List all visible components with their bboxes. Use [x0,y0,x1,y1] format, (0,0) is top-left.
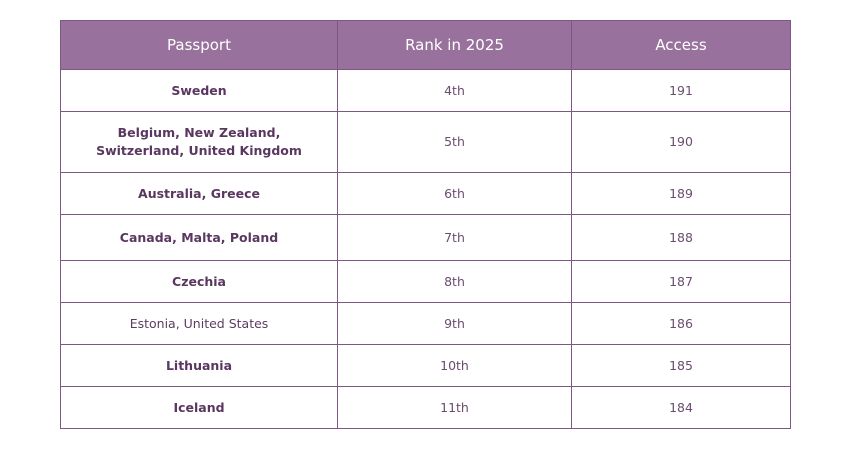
cell-access: 187 [571,260,791,303]
cell-passport: Australia, Greece [60,172,338,215]
cell-rank: 7th [337,214,572,261]
table-row: Sweden 4th 191 [60,69,791,112]
cell-passport: Lithuania [60,344,338,387]
table-row: Canada, Malta, Poland 7th 188 [60,214,791,261]
table-row: Lithuania 10th 185 [60,344,791,387]
cell-access: 188 [571,214,791,261]
passport-ranking-table-container: Passport Rank in 2025 Access Sweden 4th 19… [60,20,791,429]
cell-passport: Estonia, United States [60,302,338,345]
cell-rank: 5th [337,111,572,173]
cell-rank: 4th [337,69,572,112]
cell-passport: Sweden [60,69,338,112]
table-row: Czechia 8th 187 [60,260,791,303]
cell-access: 186 [571,302,791,345]
table-header-row: Passport Rank in 2025 Access [60,20,791,70]
table-body: Sweden 4th 191 Belgium, New Zealand, Switze… [60,69,791,429]
passport-ranking-table: Passport Rank in 2025 Access Sweden 4th 19… [60,20,791,429]
cell-access: 185 [571,344,791,387]
cell-rank: 6th [337,172,572,215]
cell-rank: 9th [337,302,572,345]
table-row: Australia, Greece 6th 189 [60,172,791,215]
cell-access: 184 [571,386,791,429]
cell-access: 191 [571,69,791,112]
cell-passport: Belgium, New Zealand, Switzerland, Unite… [60,111,338,173]
header-passport: Passport [60,20,338,70]
cell-access: 189 [571,172,791,215]
cell-rank: 8th [337,260,572,303]
cell-passport: Canada, Malta, Poland [60,214,338,261]
cell-passport: Czechia [60,260,338,303]
cell-access: 190 [571,111,791,173]
table-row: Estonia, United States 9th 186 [60,302,791,345]
cell-passport: Iceland [60,386,338,429]
table-row: Belgium, New Zealand, Switzerland, Unite… [60,111,791,173]
header-access: Access [571,20,791,70]
cell-rank: 11th [337,386,572,429]
cell-rank: 10th [337,344,572,387]
table-row: Iceland 11th 184 [60,386,791,429]
header-rank: Rank in 2025 [337,20,572,70]
